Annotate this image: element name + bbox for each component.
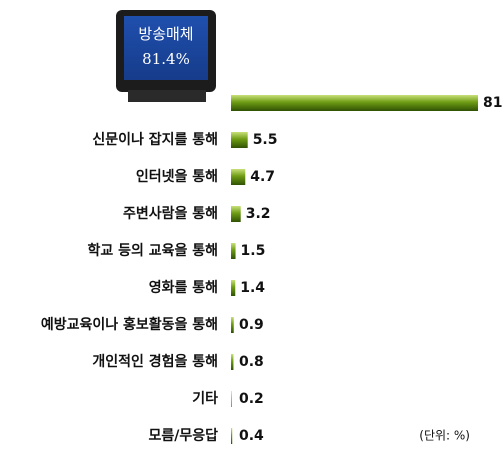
value-label: 81.4	[483, 95, 502, 111]
tv-value-label: 81.4%	[142, 50, 190, 68]
value-label: 0.4	[239, 428, 264, 444]
category-label: 예방교육이나 홍보활동을 통해	[41, 316, 218, 333]
value-label: 1.4	[240, 280, 265, 296]
bar	[231, 169, 245, 185]
value-label: 0.9	[239, 317, 264, 333]
category-label: 기타	[192, 391, 218, 407]
bar	[231, 243, 236, 259]
value-label: 0.8	[239, 354, 264, 370]
category-label: 신문이나 잡지를 통해	[92, 131, 218, 148]
tv-icon: 방송매체 81.4%	[116, 10, 216, 102]
category-label: 모름/무응답	[148, 427, 218, 444]
category-label: 주변사람을 통해	[123, 206, 218, 222]
category-label: 인터넷을 통해	[136, 168, 218, 185]
value-label: 1.5	[241, 243, 266, 259]
bar	[231, 354, 233, 370]
category-label: 학교 등의 교육을 통해	[87, 242, 218, 259]
bar	[231, 132, 248, 148]
bar	[231, 206, 241, 222]
value-label: 3.2	[246, 206, 271, 222]
bar	[231, 428, 232, 444]
bar	[231, 95, 478, 111]
value-label: 0.2	[239, 391, 264, 407]
category-label: 영화를 통해	[149, 279, 218, 296]
chart: 방송매체 81.4% (단위: %) 81.4 신문이나 잡지를 통해 5.5 인터넷…	[0, 0, 502, 451]
bar	[231, 391, 232, 407]
value-label: 4.7	[250, 169, 275, 185]
value-label: 5.5	[253, 132, 278, 148]
bar	[231, 280, 235, 296]
bar	[231, 317, 234, 333]
unit-note: (단위: %)	[419, 429, 470, 443]
tv-category: 방송매체	[138, 25, 193, 43]
category-label: 개인적인 경험을 통해	[92, 353, 218, 370]
